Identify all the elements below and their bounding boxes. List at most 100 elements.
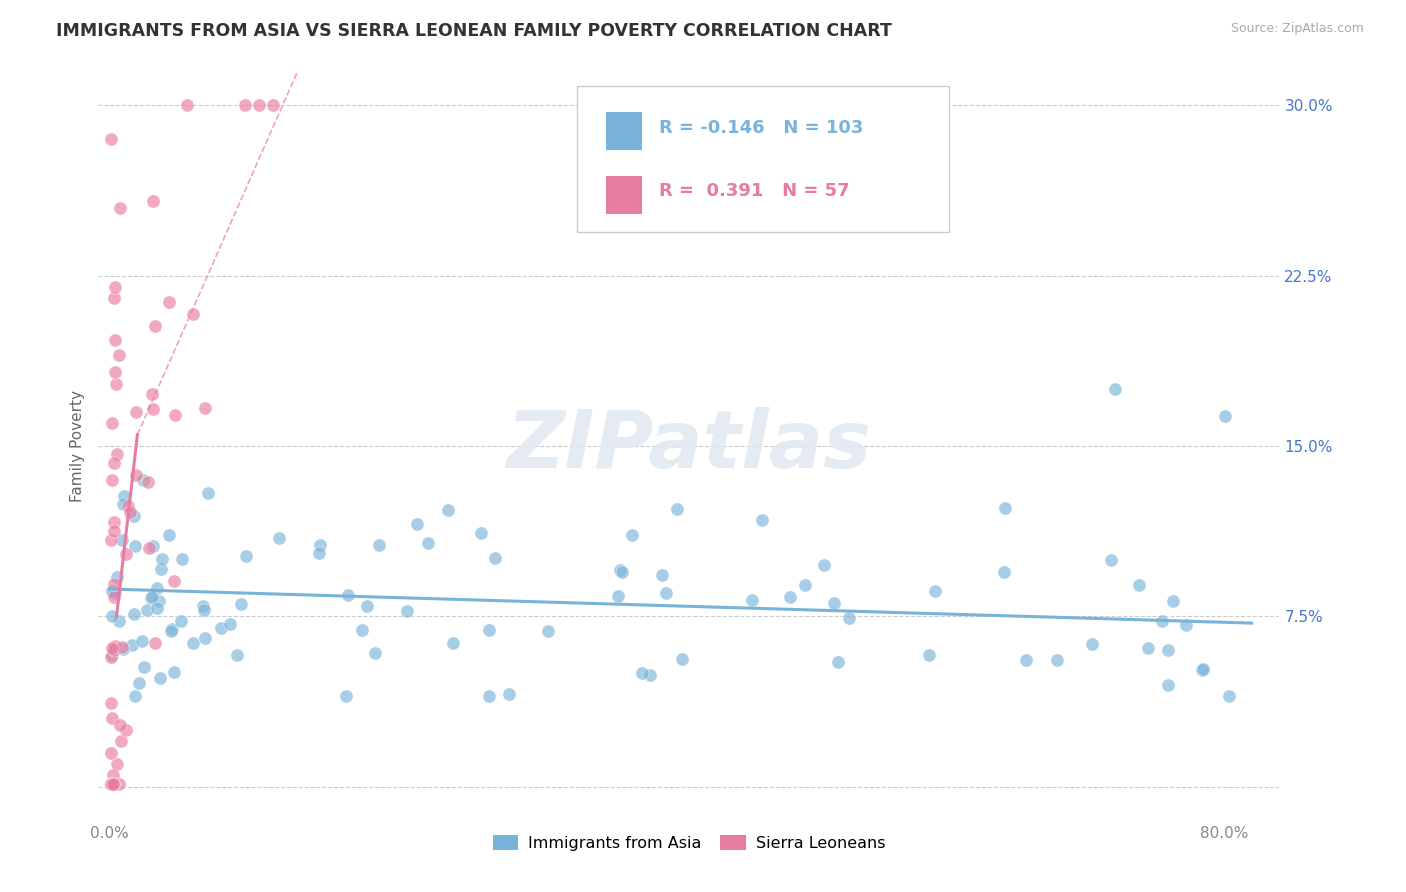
Point: [993, 565, 1015, 579]
Point: [308, 545, 330, 559]
Point: [148, 594, 170, 608]
Point: [651, 567, 673, 582]
Point: [309, 538, 332, 552]
Point: [607, 590, 630, 604]
Legend: Immigrants from Asia, Sierra Leoneans: Immigrants from Asia, Sierra Leoneans: [486, 829, 891, 857]
Point: [101, 648, 124, 662]
Point: [101, 711, 124, 725]
Point: [157, 295, 180, 310]
Point: [103, 590, 125, 604]
Point: [100, 696, 122, 710]
Point: [115, 547, 138, 561]
Point: [537, 624, 560, 639]
Point: [741, 593, 763, 607]
Point: [107, 756, 129, 771]
Y-axis label: Family Poverty: Family Poverty: [70, 390, 86, 502]
Point: [108, 614, 131, 628]
Point: [197, 486, 219, 500]
Point: [120, 505, 142, 519]
Point: [484, 551, 506, 566]
Point: [142, 401, 165, 416]
Point: [132, 660, 155, 674]
Point: [1015, 653, 1038, 667]
Point: [138, 541, 160, 556]
Point: [356, 599, 378, 614]
Point: [209, 621, 232, 635]
Point: [225, 648, 247, 662]
Point: [336, 588, 359, 602]
Point: [671, 652, 693, 666]
Point: [181, 307, 204, 321]
Point: [131, 634, 153, 648]
Point: [229, 598, 252, 612]
Point: [115, 723, 138, 737]
Point: [1081, 637, 1104, 651]
Point: [478, 689, 501, 703]
Point: [104, 280, 127, 294]
Point: [141, 590, 163, 604]
Point: [103, 643, 125, 657]
Point: [136, 475, 159, 489]
Point: [103, 292, 125, 306]
Point: [143, 318, 166, 333]
Point: [191, 599, 214, 613]
Point: [352, 623, 374, 637]
Point: [125, 467, 148, 482]
Point: [108, 718, 131, 732]
Text: ZIPatlas: ZIPatlas: [506, 407, 872, 485]
Point: [335, 689, 357, 703]
Point: [100, 777, 122, 791]
Point: [107, 348, 129, 362]
Point: [101, 777, 124, 791]
Point: [631, 666, 654, 681]
Point: [194, 631, 217, 645]
Point: [823, 596, 845, 610]
Point: [111, 533, 134, 548]
Point: [145, 581, 167, 595]
Point: [1157, 642, 1180, 657]
Point: [233, 98, 256, 112]
Point: [145, 635, 167, 649]
Point: [104, 334, 127, 348]
Point: [100, 650, 122, 665]
Point: [108, 777, 131, 791]
Point: [612, 565, 634, 579]
Point: [924, 584, 946, 599]
Point: [368, 538, 391, 552]
Point: [1218, 689, 1240, 703]
Point: [101, 777, 124, 791]
Point: [416, 536, 439, 550]
Point: [142, 194, 165, 208]
Point: [141, 591, 163, 606]
Point: [779, 590, 801, 604]
Point: [218, 616, 240, 631]
Point: [100, 473, 122, 487]
Point: [176, 98, 198, 112]
Point: [149, 671, 172, 685]
Point: [1156, 678, 1178, 692]
Point: [994, 500, 1017, 515]
Point: [104, 639, 127, 653]
Point: [103, 524, 125, 538]
Point: [247, 98, 270, 112]
Point: [1191, 663, 1213, 677]
Point: [101, 768, 124, 782]
Point: [838, 611, 860, 625]
Point: [125, 405, 148, 419]
Point: [160, 624, 183, 638]
Text: Source: ZipAtlas.com: Source: ZipAtlas.com: [1230, 22, 1364, 36]
Point: [170, 614, 193, 628]
Point: [111, 640, 134, 655]
Point: [478, 624, 501, 638]
Point: [655, 586, 678, 600]
Point: [666, 501, 689, 516]
Point: [917, 648, 939, 662]
Text: R =  0.391   N = 57: R = 0.391 N = 57: [659, 182, 851, 200]
Point: [609, 563, 631, 577]
Point: [1104, 382, 1126, 396]
Point: [101, 641, 124, 656]
Point: [104, 586, 127, 600]
Point: [406, 516, 429, 531]
Point: [262, 98, 284, 112]
Point: [112, 641, 135, 656]
